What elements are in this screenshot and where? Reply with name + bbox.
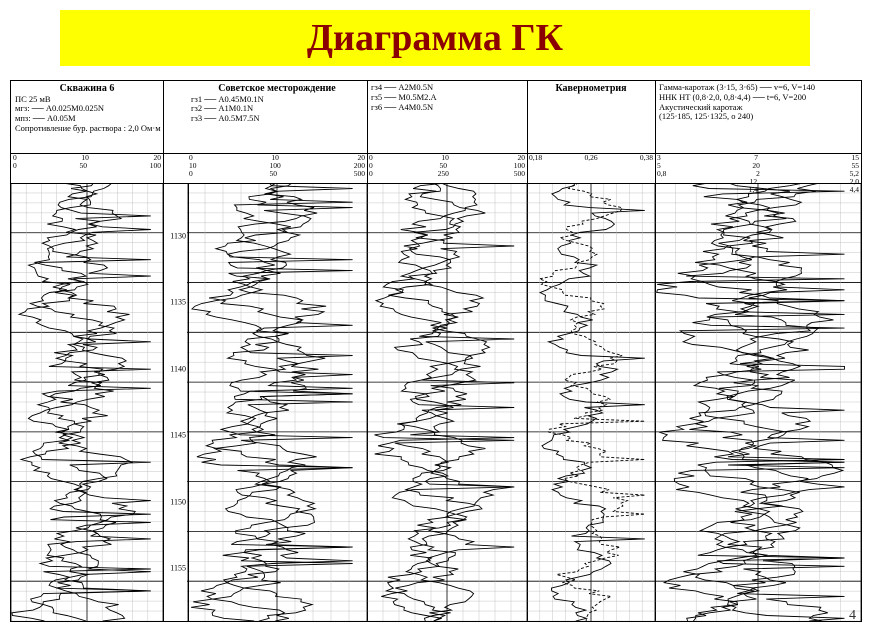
scale-line: 0 250 500 (369, 170, 525, 178)
scale-line: 10100200 (189, 162, 365, 170)
scale-separator (11, 183, 861, 184)
scale-left: 0 (189, 170, 193, 178)
scale-left: 0 (13, 162, 17, 170)
page: Диаграмма ГК Скважина 6ПС 25 мВмгз: ── A… (0, 0, 870, 630)
track-plot (655, 183, 861, 621)
track-scale: 010200501000250500 (367, 153, 527, 185)
track-title: Скважина 6 (15, 83, 159, 95)
depth-label: 1145 (170, 431, 186, 440)
track-t2: Советское месторождениегз1 ── A0.45M0.1N… (187, 81, 368, 621)
track-scale: 3715520550,825,2122,01,44,4 (655, 153, 861, 185)
track-title: Кавернометрия (531, 83, 651, 95)
depth-label: 1135 (170, 298, 186, 307)
scale-line: 01020 (13, 154, 161, 162)
track-plot (11, 183, 163, 621)
track-header: Кавернометрия (527, 81, 655, 157)
scale-line: 01020 (369, 154, 525, 162)
scale-mid: 0,26 (584, 154, 597, 162)
depth-label: 1140 (170, 364, 186, 373)
scale-line: 0,18 0,26 0,38 (529, 154, 653, 162)
track-scale: 0102010100200050500 (187, 153, 367, 185)
scale-left: 0,18 (529, 154, 542, 162)
scale-mid: 250 (438, 170, 449, 178)
track-title: Советское месторождение (191, 83, 363, 95)
scale-left: 0,8 (657, 170, 666, 178)
track-t3: гз4 ── A2M0.5Nгз5 ── M0.5M2.Aгз6 ── A4M0… (367, 81, 528, 621)
track-header: Советское месторождениегз1 ── A0.45M0.1N… (187, 81, 367, 157)
track-plot (187, 183, 367, 621)
legend-line: (125·185, 125·1325, o 240) (659, 112, 857, 122)
track-plot (367, 183, 527, 621)
header-separator (11, 153, 861, 154)
legend-line: гз3 ── A0.5M7.5N (191, 114, 363, 124)
scale-line: 0 50 100 (13, 162, 161, 170)
track-t1: Скважина 6ПС 25 мВмгз: ── A0.025M0.025Nм… (11, 81, 164, 621)
scale-right: 500 (354, 170, 365, 178)
depth-label: 1155 (170, 563, 186, 572)
log-curve (540, 183, 645, 621)
log-curve (42, 183, 151, 621)
depth-label: 1130 (170, 232, 186, 241)
depth-column: 1130 1135 1140 1145 1150 1155 (163, 183, 189, 621)
well-log-chart: Скважина 6ПС 25 мВмгз: ── A0.025M0.025Nм… (10, 80, 862, 622)
track-scale: 010200 50 100 (11, 153, 163, 185)
scale-right: 0,38 (640, 154, 653, 162)
depth-label: 1150 (170, 497, 186, 506)
page-title: Диаграмма ГК (307, 16, 563, 60)
track-plot (527, 183, 655, 621)
scale-mid: 50 (270, 170, 278, 178)
page-number: 4 (849, 608, 856, 624)
track-t4: Кавернометрия 0,18 0,26 0,38 (527, 81, 656, 621)
log-curve (715, 183, 844, 621)
track-header: Гамма-каротаж (3·15, 3·65) ── v=6, V=140… (655, 81, 861, 157)
track-t5: Гамма-каротаж (3·15, 3·65) ── v=6, V=140… (655, 81, 862, 621)
track-scale: 0,18 0,26 0,38 (527, 153, 655, 185)
scale-left: 0 (369, 170, 373, 178)
scale-right: 500 (514, 170, 525, 178)
track-header: Скважина 6ПС 25 мВмгз: ── A0.025M0.025Nм… (11, 81, 163, 157)
legend-line: гз6 ── A4M0.5N (371, 103, 523, 113)
log-curve (12, 183, 151, 621)
scale-line: 0,825,2 (657, 170, 859, 178)
scale-line: 0 50 500 (189, 170, 365, 178)
scale-right: 100 (150, 162, 161, 170)
scale-mid: 50 (80, 162, 88, 170)
log-curve (221, 183, 353, 621)
title-banner: Диаграмма ГК (60, 10, 810, 66)
legend-line: Сопротивление бур. раствора : 2,0 Ом·м (15, 124, 159, 134)
track-header: гз4 ── A2M0.5Nгз5 ── M0.5M2.Aгз6 ── A4M0… (367, 81, 527, 157)
log-curve (657, 183, 845, 621)
